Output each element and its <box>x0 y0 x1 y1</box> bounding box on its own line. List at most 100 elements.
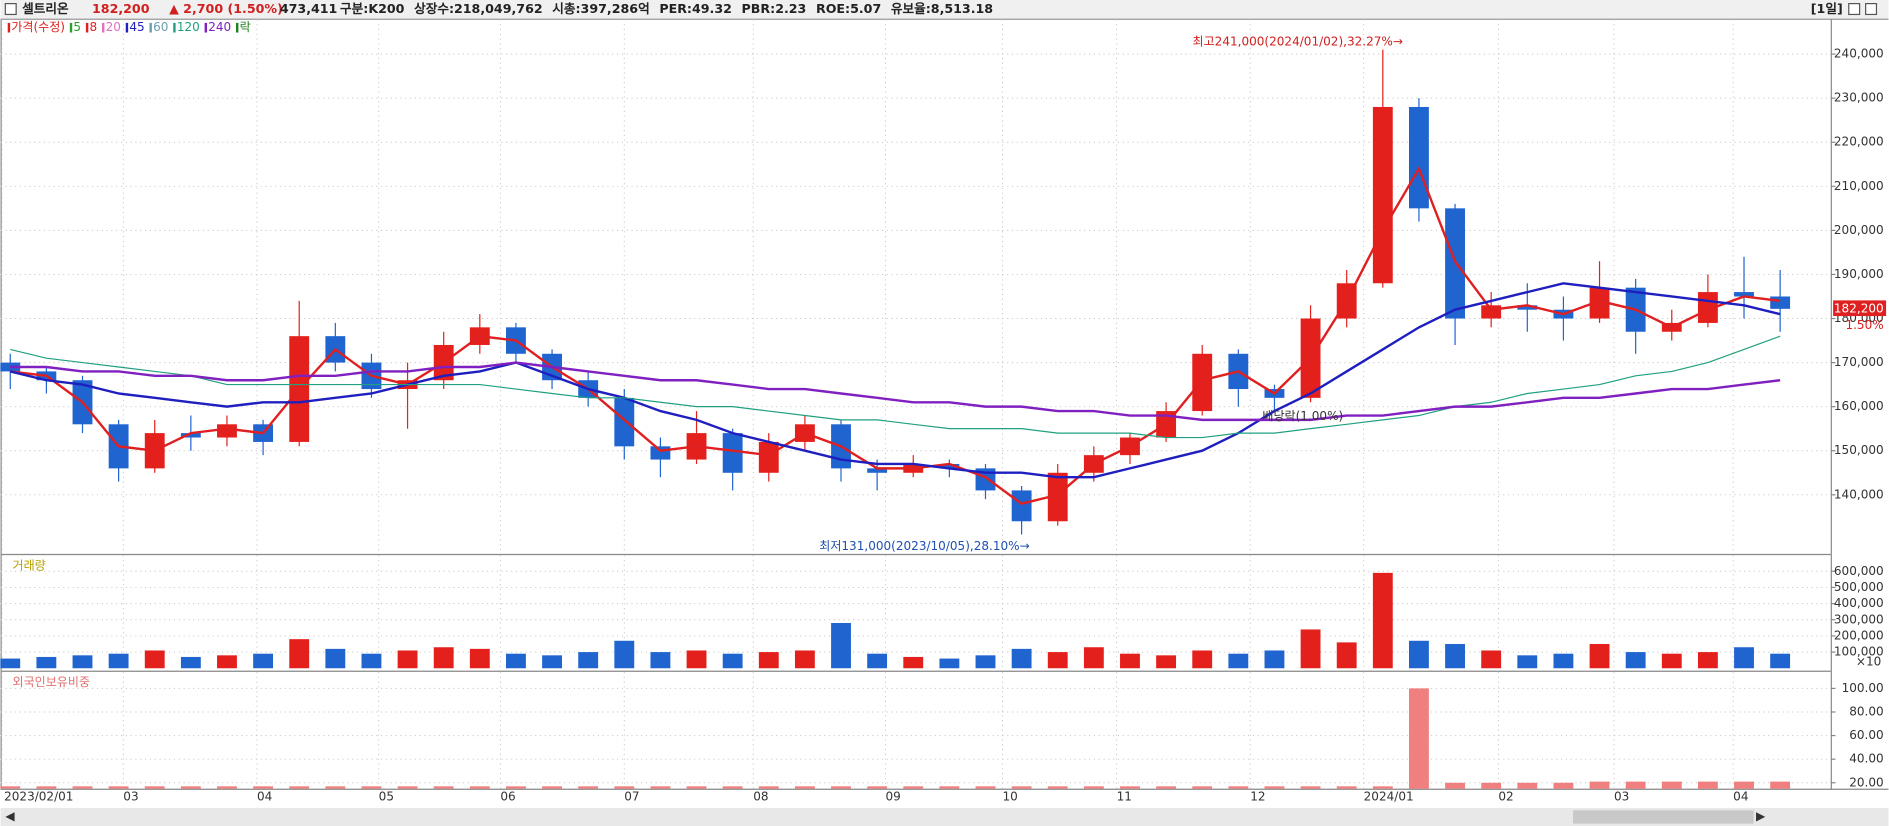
volume-bar <box>1156 655 1177 669</box>
ownership-bar <box>1336 786 1357 789</box>
volume-bar <box>1047 652 1068 669</box>
dividend-annotation: 배당락(1.00%) <box>1262 409 1343 423</box>
y-tick-label: 210,000 <box>1834 179 1884 193</box>
y-tick-label: 40.00 <box>1849 752 1883 766</box>
legend-label: 락 <box>240 20 251 34</box>
ownership-bar <box>1517 782 1538 789</box>
y-tick-label: 60.00 <box>1849 728 1883 742</box>
legend-label: 8 <box>90 20 98 34</box>
ownership-bar <box>506 786 526 789</box>
x-tick-label: 04 <box>257 790 272 804</box>
ownership-bar <box>794 786 815 789</box>
volume-bar <box>1661 653 1682 669</box>
y-tick-label: 140,000 <box>1834 487 1884 501</box>
volume-bar <box>1192 650 1213 669</box>
stock-name: 셀트리온 <box>22 1 69 16</box>
ownership-bar <box>253 786 274 789</box>
plot: 가격(수정) 5 8 20 45 60 120 240 락 140,000 150,000 160,0… <box>0 19 1887 804</box>
legend-label: 240 <box>208 20 231 34</box>
scrollbar[interactable] <box>0 807 1889 826</box>
last-change: 1.50% <box>1845 318 1883 332</box>
ownership-bar <box>217 786 237 789</box>
candle-body <box>1445 208 1465 319</box>
candle-body <box>1734 292 1754 297</box>
x-tick-label: 2024/01 <box>1364 790 1414 804</box>
candle-body <box>1047 472 1068 522</box>
ownership-bar <box>1770 781 1791 789</box>
x-tick-label: 10 <box>1002 790 1017 804</box>
moving-average <box>10 335 1781 439</box>
y-tick-label: 190,000 <box>1834 267 1884 281</box>
ownership-bar <box>867 786 888 789</box>
ownership-bar <box>1011 786 1032 789</box>
y-tick-label: 80.00 <box>1849 704 1883 718</box>
volume-bar <box>506 653 526 669</box>
ownership-bar <box>1625 781 1646 789</box>
ownership-bar <box>1264 786 1285 789</box>
ownership-bar <box>1553 782 1574 789</box>
legend-swatch <box>7 22 11 33</box>
volume-bar <box>1517 655 1538 669</box>
volume-bar <box>614 640 635 669</box>
volume-bar <box>217 655 237 669</box>
candle-body <box>722 433 743 473</box>
volume-bar <box>361 653 382 669</box>
y-tick-label: 20.00 <box>1849 775 1883 789</box>
legend-swatch <box>69 22 73 33</box>
volume-bar <box>650 652 671 669</box>
ownership-bar <box>397 786 418 789</box>
scroll-left[interactable]: ◀ <box>5 809 15 823</box>
window-button[interactable] <box>1848 3 1861 16</box>
checkbox[interactable] <box>4 3 17 16</box>
y-tick-label: 100,000 <box>1834 645 1884 659</box>
ownership-bar <box>1192 786 1213 789</box>
candle-body <box>1372 106 1393 284</box>
y-tick-label: 200,000 <box>1834 223 1884 237</box>
header-items: 구분:K200 상장수:218,049,762 시총:397,286억 PER:49.… <box>340 1 993 16</box>
x-tick-label: 12 <box>1250 790 1265 804</box>
y-tick-label: 600,000 <box>1834 564 1884 578</box>
legend-label: 가격(수정) <box>11 20 65 34</box>
volume-bar <box>325 648 346 669</box>
volume-bar <box>1589 644 1610 669</box>
volume-bar <box>1697 652 1718 669</box>
ownership-bar <box>1228 786 1249 789</box>
window-button[interactable] <box>1865 3 1878 16</box>
volume-bar <box>1336 642 1357 669</box>
scroll-thumb[interactable] <box>1573 810 1754 824</box>
y-tick-label: 300,000 <box>1834 612 1884 626</box>
volume-bar <box>975 655 996 669</box>
ownership-bar <box>1589 781 1610 789</box>
unit-label: ×10 <box>1856 655 1881 669</box>
x-tick-label: 06 <box>500 790 515 804</box>
y-tick-label: 400,000 <box>1834 596 1884 610</box>
volume-bar <box>433 647 454 669</box>
volume-bar <box>36 656 57 669</box>
volume-bar <box>722 653 743 669</box>
moving-average <box>9 282 1781 479</box>
legend-label: 60 <box>153 20 168 34</box>
y-tick-label: 170,000 <box>1834 355 1884 369</box>
change: ▲ 2,700 (1.50%) <box>169 1 283 16</box>
x-tick-label: 03 <box>1614 790 1629 804</box>
scroll-right[interactable]: ▶ <box>1756 809 1766 823</box>
candle-body <box>1409 106 1429 209</box>
y-tick-label: 220,000 <box>1834 135 1884 149</box>
volume-bar <box>1553 653 1574 669</box>
volume-bar <box>0 658 21 669</box>
candle-body <box>614 397 635 447</box>
ownership-bar <box>72 786 93 789</box>
volume-bar <box>1083 647 1104 669</box>
volume-bar <box>831 622 851 669</box>
volume-bar <box>469 648 490 669</box>
volume-bar <box>108 653 129 669</box>
period[interactable]: [1일] <box>1811 1 1843 16</box>
ownership-bar <box>433 786 454 789</box>
ownership-bar <box>1481 782 1502 789</box>
volume-bar <box>289 639 310 669</box>
ownership-bar <box>722 786 743 789</box>
ownership-bar <box>1156 786 1177 789</box>
candle-body <box>1517 305 1538 310</box>
ownership-bar <box>1661 781 1682 789</box>
